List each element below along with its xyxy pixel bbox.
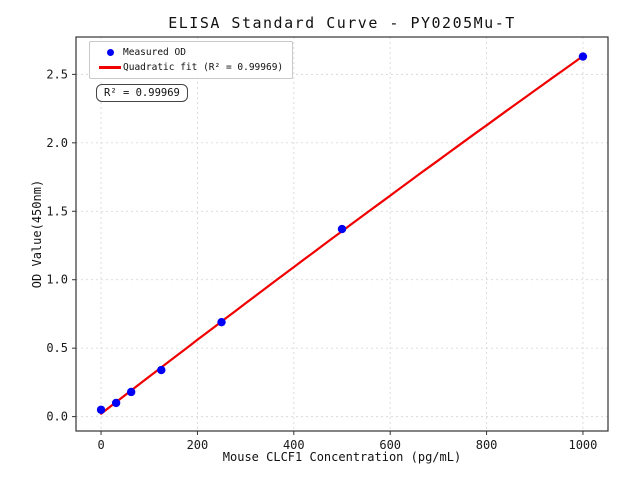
y-axis-label: OD Value(450nm)	[30, 179, 44, 289]
legend-dot-marker-icon	[97, 49, 123, 56]
x-tick-label: 200	[187, 438, 209, 452]
legend: Measured OD Quadratic fit (R² = 0.99969)	[89, 41, 294, 79]
fit-line	[100, 55, 584, 415]
legend-label-measured-od: Measured OD	[123, 47, 186, 58]
data-point	[111, 398, 121, 408]
x-tick-label: 600	[379, 438, 401, 452]
legend-label-quadratic-fit: Quadratic fit (R² = 0.99969)	[123, 62, 284, 73]
y-tick-label: 0.5	[46, 341, 68, 355]
y-tick-label: 1.5	[46, 204, 68, 218]
fit-line-marker-icon	[99, 66, 121, 69]
data-point	[126, 387, 136, 397]
y-tick-label: 0.0	[46, 410, 68, 424]
data-point	[337, 224, 347, 234]
data-point	[96, 405, 106, 414]
y-tick-label: 1.0	[46, 273, 68, 287]
axes-frame	[75, 36, 609, 432]
legend-item-quadratic-fit: Quadratic fit (R² = 0.99969)	[97, 62, 283, 73]
x-tick-label: 0	[97, 438, 104, 452]
x-tick-label: 800	[476, 438, 498, 452]
x-axis-label: Mouse CLCF1 Concentration (pg/mL)	[222, 450, 462, 464]
legend-item-measured-od: Measured OD	[97, 47, 283, 58]
chart-title: ELISA Standard Curve - PY0205Mu-T	[168, 14, 516, 32]
y-tick-label: 2.5	[46, 67, 68, 81]
x-tick-label: 400	[283, 438, 305, 452]
y-tick-label: 2.0	[46, 136, 68, 150]
legend-line-marker-icon	[97, 66, 123, 69]
data-point	[157, 365, 166, 375]
data-point	[217, 317, 226, 327]
r-squared-annotation: R² = 0.99969	[96, 84, 188, 102]
data-point	[578, 52, 588, 61]
x-tick-label: 1000	[568, 438, 597, 452]
scatter-marker-icon	[106, 49, 114, 56]
